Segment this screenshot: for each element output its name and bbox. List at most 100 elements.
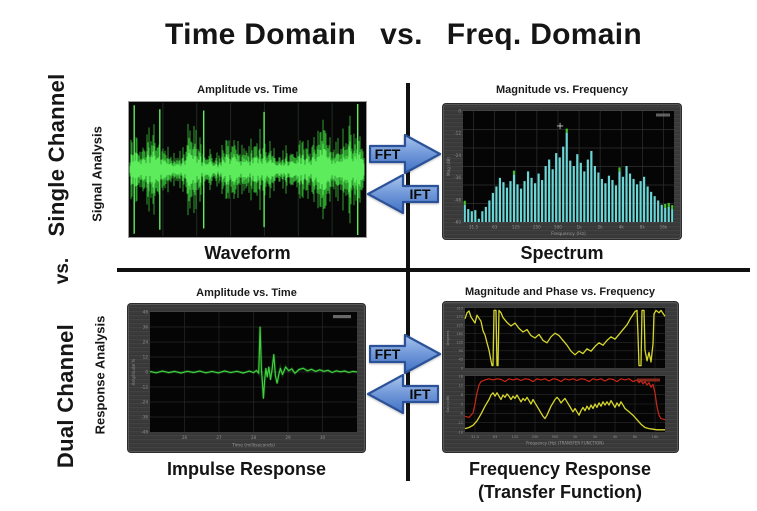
- ift-label: IFT: [410, 386, 431, 402]
- spectrum-plot: +0 -12 -24 -36 -48 -60 31.5 63 125 250 500 1k 2k 4k 8k…: [446, 109, 674, 237]
- svg-text:28: 28: [251, 435, 257, 440]
- svg-text:-18: -18: [457, 430, 463, 434]
- svg-text:0: 0: [458, 109, 461, 114]
- svg-text:12: 12: [143, 355, 149, 360]
- svg-text:31.5: 31.5: [471, 435, 479, 439]
- impulse-caption: Impulse Response: [166, 459, 327, 479]
- svg-text:48: 48: [143, 310, 149, 315]
- transfer-axis-label: Magnitude and Phase vs. Frequency: [464, 286, 656, 298]
- waveform-caption: Waveform: [204, 243, 291, 263]
- svg-text:250: 250: [532, 435, 540, 439]
- svg-text:500: 500: [554, 225, 562, 230]
- spectrum-panel: +0 -12 -24 -36 -48 -60 31.5 63 125 250 500 1k 2k 4k 8k…: [443, 104, 681, 239]
- svg-text:-48: -48: [454, 197, 461, 202]
- impulse-response-plot: 48 36 24 12 0 -12 -24 -36 -48 26 27 28 29 30 Time (mil…: [131, 310, 358, 449]
- svg-text:Mag (dB): Mag (dB): [446, 157, 451, 176]
- svg-text:Time (milliseconds): Time (milliseconds): [231, 443, 275, 449]
- svg-text:Frequency (Hz) (TRANSFER FUNCT: Frequency (Hz) (TRANSFER FUNCTION): [526, 441, 604, 446]
- transfer-function-panel: 315 270 225 180 135 90 45 0 18 12 6 0 -6 -12 -18 31.5 63…: [443, 302, 678, 452]
- title-vs: vs.: [380, 18, 423, 51]
- svg-text:250: 250: [533, 225, 541, 230]
- impulse-response-panel: 48 36 24 12 0 -12 -24 -36 -48 26 27 28 29 30 Time (mil…: [128, 304, 365, 452]
- svg-text:0: 0: [461, 402, 463, 406]
- svg-text:45: 45: [459, 358, 463, 362]
- fft-arrow-icon: FFT: [369, 333, 442, 375]
- svg-text:12: 12: [459, 384, 463, 388]
- svg-text:-36: -36: [454, 175, 461, 180]
- svg-text:-12: -12: [141, 385, 148, 390]
- label-signal-analysis: Signal Analysis: [89, 126, 105, 222]
- svg-text:16k: 16k: [660, 225, 668, 230]
- svg-text:1k: 1k: [573, 435, 578, 439]
- svg-text:16k: 16k: [652, 435, 660, 439]
- svg-text:Amplitude %: Amplitude %: [131, 359, 136, 386]
- label-single-channel: Single Channel: [44, 73, 69, 237]
- fft-label: FFT: [375, 346, 401, 362]
- svg-text:2k: 2k: [593, 435, 598, 439]
- svg-text:24: 24: [143, 340, 149, 345]
- svg-text:-36: -36: [141, 415, 148, 420]
- svg-text:1k: 1k: [577, 225, 583, 230]
- svg-text:180: 180: [457, 332, 463, 336]
- svg-text:-60: -60: [454, 220, 461, 225]
- svg-text:6: 6: [461, 393, 463, 397]
- svg-text:4k: 4k: [613, 435, 618, 439]
- label-response-analysis: Response Analysis: [92, 315, 108, 435]
- svg-text:63: 63: [493, 435, 498, 439]
- fft-label: FFT: [375, 146, 401, 162]
- svg-text:Gain (dB): Gain (dB): [446, 395, 450, 413]
- svg-text:31.5: 31.5: [469, 225, 479, 230]
- svg-text:4k: 4k: [619, 225, 625, 230]
- horizontal-divider: [117, 268, 750, 272]
- vertical-divider: [406, 83, 410, 481]
- transfer-function-plot: 315 270 225 180 135 90 45 0 18 12 6 0 -6 -12 -18 31.5 63…: [446, 306, 666, 446]
- label-vs-vertical: vs.: [52, 257, 73, 285]
- svg-text:26: 26: [182, 435, 188, 440]
- page-title: Time Domain vs. Freq. Domain: [60, 18, 747, 52]
- svg-text:+: +: [556, 121, 564, 132]
- svg-text:270: 270: [457, 315, 463, 319]
- svg-text:90: 90: [459, 349, 463, 353]
- spectrum-axis-label: Magnitude vs. Frequency: [495, 84, 629, 96]
- svg-text:225: 225: [457, 323, 463, 327]
- waveform-axis-label: Amplitude vs. Time: [197, 84, 298, 96]
- title-time-domain: Time Domain: [164, 18, 357, 51]
- svg-text:500: 500: [552, 435, 560, 439]
- transfer-caption-line2: (Transfer Function): [477, 482, 642, 502]
- transfer-caption: Frequency Response (Transfer Function): [430, 458, 690, 504]
- svg-text:2k: 2k: [598, 225, 604, 230]
- svg-text:30: 30: [320, 435, 326, 440]
- fft-arrow-icon: FFT: [369, 133, 442, 175]
- transfer-caption-line1: Frequency Response: [468, 459, 652, 479]
- svg-text:-12: -12: [454, 131, 461, 136]
- svg-text:0: 0: [461, 366, 463, 370]
- svg-text:Frequency (Hz): Frequency (Hz): [551, 231, 586, 237]
- svg-text:0: 0: [145, 370, 148, 375]
- spectrum-caption: Spectrum: [520, 243, 604, 263]
- svg-text:-24: -24: [141, 400, 148, 405]
- ift-label: IFT: [410, 186, 431, 202]
- svg-text:36: 36: [143, 325, 149, 330]
- svg-text:315: 315: [457, 306, 463, 310]
- ift-arrow-icon: IFT: [366, 373, 439, 415]
- svg-text:63: 63: [492, 225, 498, 230]
- impulse-axis-label: Amplitude vs. Time: [196, 287, 297, 299]
- svg-text:-6: -6: [460, 412, 463, 416]
- ift-arrow-icon: IFT: [366, 173, 439, 215]
- svg-text:27: 27: [216, 435, 222, 440]
- svg-text:18: 18: [459, 374, 463, 378]
- title-freq-domain: Freq. Domain: [446, 18, 643, 51]
- svg-text:Degrees: Degrees: [446, 330, 450, 345]
- svg-text:125: 125: [512, 225, 520, 230]
- svg-text:-12: -12: [457, 421, 463, 425]
- svg-text:8k: 8k: [633, 435, 638, 439]
- svg-text:8k: 8k: [640, 225, 646, 230]
- waveform-panel: [128, 101, 367, 238]
- svg-text:29: 29: [285, 435, 291, 440]
- svg-text:-24: -24: [454, 153, 461, 158]
- label-dual-channel: Dual Channel: [53, 323, 78, 469]
- svg-text:135: 135: [457, 341, 463, 345]
- svg-text:125: 125: [512, 435, 519, 439]
- svg-text:-48: -48: [141, 430, 148, 435]
